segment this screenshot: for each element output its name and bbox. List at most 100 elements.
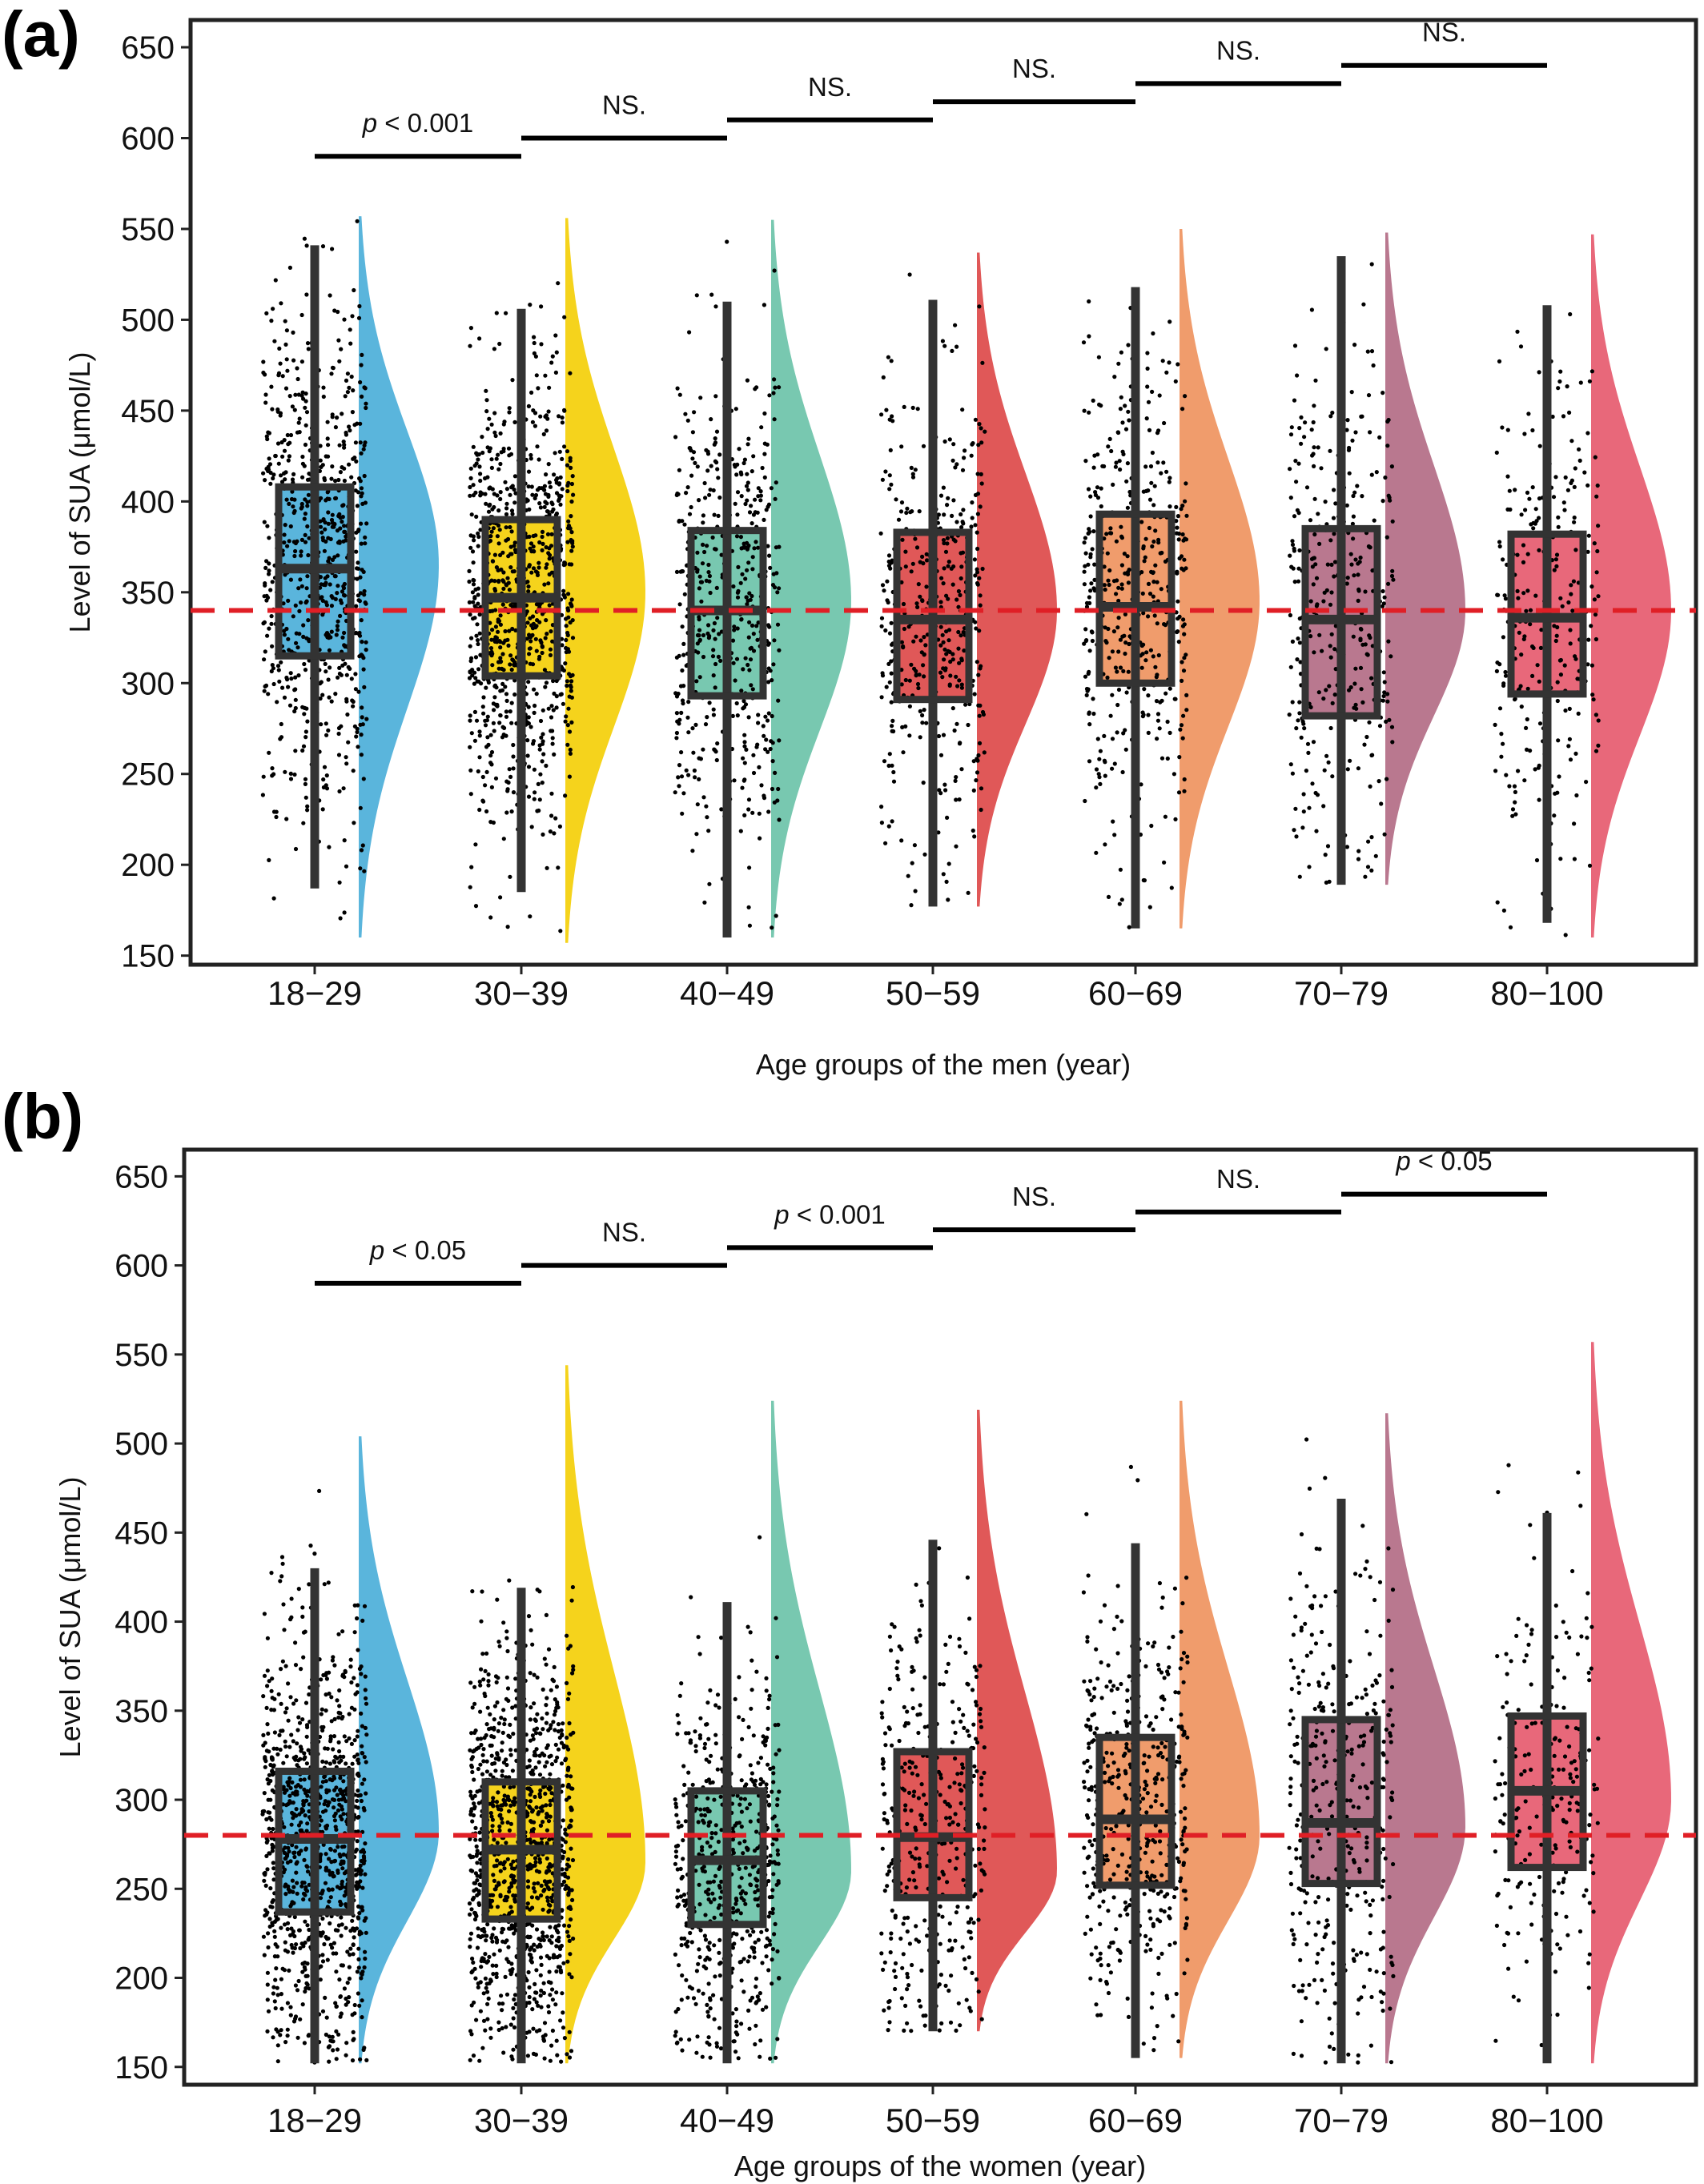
data-point [505, 576, 510, 580]
data-point [1505, 474, 1510, 479]
data-point [910, 472, 915, 476]
data-point [467, 568, 472, 574]
data-point [950, 513, 954, 519]
data-point [285, 368, 290, 373]
data-point [898, 509, 904, 514]
data-point [1577, 447, 1581, 452]
data-point [1112, 375, 1117, 379]
data-point [1567, 737, 1572, 741]
y-tick-label: 250 [115, 1872, 168, 1907]
data-point [269, 1571, 274, 1576]
data-point [1513, 789, 1517, 795]
data-point [701, 747, 705, 752]
data-point [361, 667, 366, 672]
data-point [1181, 617, 1186, 622]
data-point [706, 570, 711, 575]
data-point [1167, 476, 1172, 480]
data-point [496, 541, 501, 546]
data-point [504, 487, 510, 492]
data-point [1558, 369, 1563, 374]
data-point [1381, 670, 1386, 675]
data-point [697, 633, 701, 638]
data-point [532, 1881, 537, 1886]
data-point [544, 428, 549, 433]
data-point [557, 414, 561, 419]
data-point [773, 496, 778, 501]
data-point [741, 699, 746, 704]
data-point [319, 1964, 324, 1969]
data-point [1501, 741, 1505, 746]
data-point [1123, 651, 1127, 656]
data-point [1155, 580, 1159, 584]
data-point [337, 1688, 342, 1693]
data-point [1184, 693, 1189, 698]
data-point [1332, 693, 1337, 697]
data-point [468, 745, 472, 749]
data-point [363, 1841, 368, 1846]
data-point [946, 564, 950, 568]
data-point [358, 479, 363, 484]
data-point [287, 1776, 292, 1781]
data-point [468, 476, 473, 481]
data-point [533, 569, 539, 574]
data-point [1563, 475, 1568, 480]
data-point [1184, 513, 1189, 518]
data-point [473, 1837, 478, 1842]
data-point [504, 692, 509, 697]
data-point [498, 613, 503, 618]
data-point [1296, 636, 1300, 641]
data-point [468, 713, 472, 718]
data-point [1364, 652, 1369, 656]
data-point [299, 1884, 304, 1889]
data-point [1328, 602, 1333, 607]
data-point [287, 1793, 292, 1798]
data-point [958, 512, 963, 517]
data-point [333, 1754, 338, 1759]
data-point [321, 1842, 326, 1847]
data-point [363, 440, 368, 445]
data-point [263, 478, 267, 483]
data-point [1534, 519, 1539, 524]
data-point [1143, 488, 1149, 494]
data-point [554, 694, 559, 699]
data-point [525, 753, 530, 758]
data-point [344, 432, 348, 437]
data-point [707, 633, 712, 639]
data-point [319, 1785, 324, 1789]
data-point [513, 491, 518, 496]
data-point [283, 1845, 287, 1850]
data-point [333, 692, 338, 697]
data-point [286, 1681, 291, 1686]
data-point [1176, 599, 1180, 604]
data-point [353, 672, 358, 676]
data-point [540, 781, 545, 785]
data-point [300, 1717, 305, 1722]
data-point [713, 636, 717, 641]
data-point [970, 516, 975, 520]
data-point [525, 738, 530, 743]
data-point [1176, 790, 1182, 795]
data-point [267, 857, 271, 862]
data-point [508, 653, 513, 658]
data-point [1082, 641, 1087, 646]
data-point [1113, 665, 1118, 670]
data-point [1569, 480, 1573, 486]
data-point [263, 1913, 267, 1918]
data-point [1159, 698, 1164, 703]
data-point [327, 2034, 332, 2039]
data-point [294, 631, 299, 636]
data-point [1145, 366, 1150, 371]
data-point [471, 600, 476, 604]
data-point [284, 328, 289, 333]
data-point [1530, 485, 1535, 490]
data-point [1111, 482, 1115, 488]
data-point [558, 502, 563, 507]
data-point [732, 778, 737, 783]
data-point [1139, 782, 1143, 787]
data-point [1147, 592, 1153, 596]
data-point [306, 347, 311, 351]
data-point [888, 566, 893, 571]
data-point [552, 752, 557, 757]
data-point [263, 1756, 267, 1761]
data-point [744, 595, 749, 600]
